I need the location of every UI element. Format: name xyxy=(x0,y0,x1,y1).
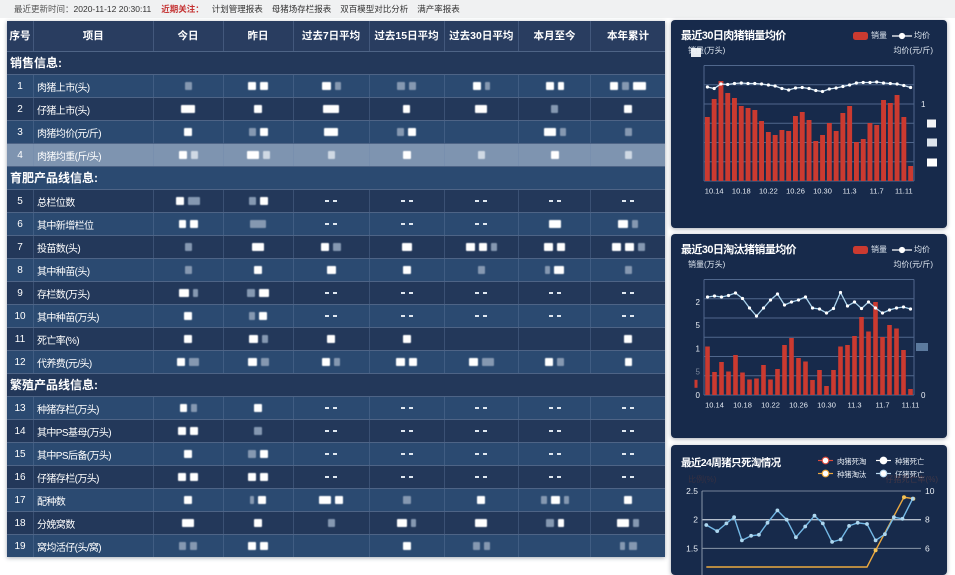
svg-text:1.5: 1.5 xyxy=(686,543,698,553)
svg-text:10: 10 xyxy=(925,486,935,496)
svg-text:11.11: 11.11 xyxy=(902,401,920,410)
svg-text:11.3: 11.3 xyxy=(843,187,857,196)
svg-text:11.7: 11.7 xyxy=(870,187,884,196)
svg-text:10.18: 10.18 xyxy=(733,401,752,410)
svg-text:11.11: 11.11 xyxy=(895,187,913,196)
svg-text:10.14: 10.14 xyxy=(705,401,724,410)
svg-text:1: 1 xyxy=(696,344,701,353)
svg-text:11.3: 11.3 xyxy=(847,401,861,410)
svg-text:10.14: 10.14 xyxy=(705,187,724,196)
svg-text:2.5: 2.5 xyxy=(686,486,698,496)
svg-text:1: 1 xyxy=(921,100,926,109)
svg-text:2: 2 xyxy=(696,298,701,307)
svg-text:10.22: 10.22 xyxy=(761,401,780,410)
svg-text:6: 6 xyxy=(925,543,930,553)
svg-text:8: 8 xyxy=(925,515,930,525)
svg-text:11.7: 11.7 xyxy=(875,401,889,410)
svg-text:10.26: 10.26 xyxy=(786,187,805,196)
svg-text:0: 0 xyxy=(696,391,701,400)
svg-text:5: 5 xyxy=(696,321,701,330)
svg-text:10.30: 10.30 xyxy=(813,187,832,196)
svg-text:10.18: 10.18 xyxy=(732,187,751,196)
svg-text:5: 5 xyxy=(696,368,701,377)
svg-text:10.30: 10.30 xyxy=(817,401,836,410)
svg-text:2: 2 xyxy=(693,515,698,525)
svg-text:10.22: 10.22 xyxy=(759,187,778,196)
svg-text:10.26: 10.26 xyxy=(789,401,808,410)
svg-text:0: 0 xyxy=(921,391,926,400)
